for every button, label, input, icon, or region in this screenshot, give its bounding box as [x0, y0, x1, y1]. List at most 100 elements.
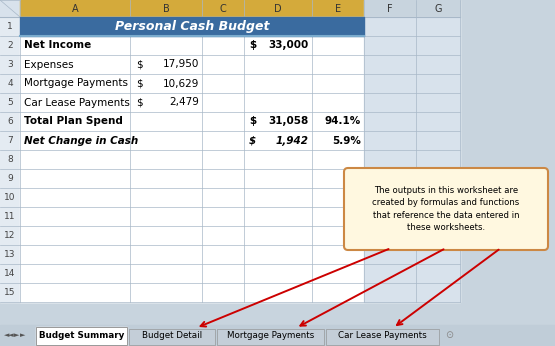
- Bar: [364, 207, 416, 226]
- Bar: [130, 55, 202, 74]
- Bar: [312, 150, 364, 169]
- Text: 94.1%: 94.1%: [325, 117, 361, 127]
- Bar: [416, 74, 460, 93]
- Text: $: $: [249, 117, 256, 127]
- Text: E: E: [335, 3, 341, 13]
- Bar: [216, 329, 324, 345]
- Text: G: G: [434, 3, 442, 13]
- Text: 5.9%: 5.9%: [332, 136, 361, 146]
- Bar: [202, 36, 244, 55]
- Bar: [244, 207, 312, 226]
- Bar: [130, 264, 202, 283]
- Bar: [0, 0, 20, 17]
- Bar: [130, 0, 202, 17]
- Bar: [0, 264, 20, 283]
- Text: ⊙: ⊙: [445, 330, 453, 340]
- Bar: [364, 169, 416, 188]
- Bar: [20, 112, 130, 131]
- Bar: [364, 131, 416, 150]
- Text: ►: ►: [14, 332, 19, 338]
- Text: B: B: [163, 3, 169, 13]
- Text: 1: 1: [7, 22, 13, 31]
- Bar: [416, 55, 460, 74]
- Bar: [20, 283, 130, 302]
- Bar: [0, 245, 20, 264]
- Bar: [312, 0, 364, 17]
- Bar: [326, 329, 439, 345]
- Text: The outputs in this worksheet are
created by formulas and functions
that referen: The outputs in this worksheet are create…: [372, 186, 519, 232]
- Text: Car Lease Payments: Car Lease Payments: [24, 98, 130, 108]
- Bar: [36, 327, 127, 345]
- Bar: [364, 0, 416, 17]
- Bar: [244, 55, 312, 74]
- Bar: [364, 245, 416, 264]
- Bar: [20, 93, 130, 112]
- Bar: [364, 226, 416, 245]
- Bar: [244, 264, 312, 283]
- Bar: [312, 283, 364, 302]
- Bar: [20, 264, 130, 283]
- Bar: [202, 0, 244, 17]
- Text: 5: 5: [7, 98, 13, 107]
- Bar: [20, 188, 130, 207]
- Bar: [130, 207, 202, 226]
- Bar: [416, 245, 460, 264]
- Text: $: $: [136, 79, 143, 89]
- Bar: [36, 327, 127, 345]
- Bar: [130, 226, 202, 245]
- Bar: [216, 329, 324, 345]
- Bar: [416, 207, 460, 226]
- Text: 7: 7: [7, 136, 13, 145]
- Bar: [364, 93, 416, 112]
- Bar: [20, 131, 130, 150]
- Bar: [202, 74, 244, 93]
- Text: Expenses: Expenses: [24, 60, 74, 70]
- Bar: [312, 93, 364, 112]
- Bar: [416, 283, 460, 302]
- Bar: [416, 264, 460, 283]
- Bar: [202, 226, 244, 245]
- Bar: [0, 150, 20, 169]
- Bar: [0, 131, 20, 150]
- Bar: [0, 36, 20, 55]
- Bar: [416, 131, 460, 150]
- Bar: [130, 169, 202, 188]
- Bar: [0, 112, 20, 131]
- Bar: [202, 55, 244, 74]
- Bar: [364, 112, 416, 131]
- Bar: [129, 329, 214, 345]
- Text: 33,000: 33,000: [269, 40, 309, 51]
- Bar: [312, 169, 364, 188]
- Bar: [312, 36, 364, 55]
- Bar: [244, 17, 312, 36]
- Bar: [312, 226, 364, 245]
- Bar: [312, 112, 364, 131]
- Bar: [0, 226, 20, 245]
- Bar: [312, 245, 364, 264]
- Bar: [202, 17, 244, 36]
- Text: 3: 3: [7, 60, 13, 69]
- Bar: [244, 131, 312, 150]
- Bar: [312, 55, 364, 74]
- Bar: [202, 283, 244, 302]
- Text: 4: 4: [7, 79, 13, 88]
- Bar: [416, 93, 460, 112]
- Bar: [312, 131, 364, 150]
- Bar: [364, 17, 416, 36]
- Text: $: $: [249, 40, 256, 51]
- Bar: [20, 36, 130, 55]
- Text: 15: 15: [4, 288, 16, 297]
- Bar: [20, 74, 130, 93]
- Bar: [130, 112, 202, 131]
- Text: 13: 13: [4, 250, 16, 259]
- Bar: [202, 131, 244, 150]
- Bar: [202, 112, 244, 131]
- Bar: [244, 188, 312, 207]
- Bar: [129, 329, 214, 345]
- Bar: [416, 17, 460, 36]
- Bar: [312, 188, 364, 207]
- Bar: [312, 74, 364, 93]
- Bar: [130, 245, 202, 264]
- Bar: [202, 93, 244, 112]
- Bar: [20, 150, 130, 169]
